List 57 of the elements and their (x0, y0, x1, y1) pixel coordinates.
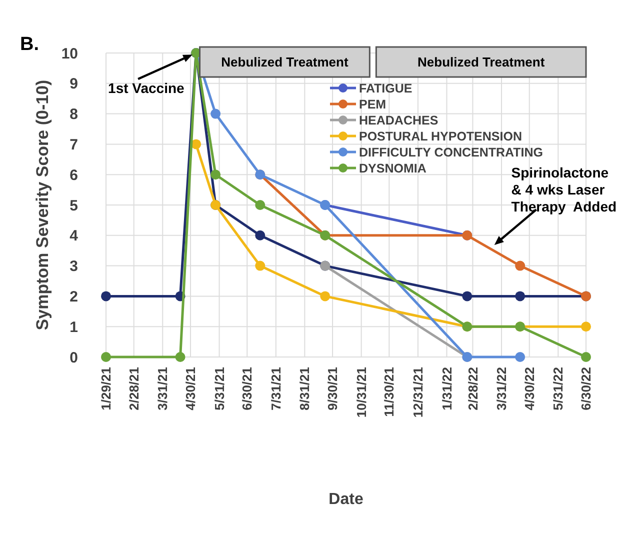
x-tick-label: 2/28/22 (465, 367, 480, 410)
point (255, 230, 266, 240)
y-tick-label: 1 (70, 318, 78, 336)
point (320, 291, 330, 302)
point (101, 291, 111, 302)
y-tick-label: 9 (70, 76, 78, 93)
legend-label: HEADACHES (359, 113, 438, 128)
x-tick-label: 4/30/22 (522, 367, 537, 410)
band-label: Nebulized Treatment (221, 54, 349, 70)
x-axis-title: Date (328, 491, 364, 508)
legend-label: DYSNOMIA (359, 161, 426, 176)
y-tick-label: 3 (70, 258, 78, 276)
text: B. (20, 34, 39, 55)
legend-label: FATIGUE (359, 81, 412, 96)
point (255, 200, 266, 210)
x-tick-label: 5/31/21 (212, 367, 227, 410)
legend-label: DIFFICULTY CONCENTRATING (359, 145, 544, 160)
x-tick-label: 9/30/21 (325, 367, 340, 410)
x-tick-label: 3/31/21 (155, 367, 170, 410)
x-tick-label: 1/31/22 (439, 367, 454, 410)
annotation: 1st Vaccine (108, 80, 185, 96)
point (462, 291, 472, 302)
point (255, 260, 266, 271)
y-tick-label: 6 (70, 166, 78, 184)
x-tick-label: 1/29/21 (98, 367, 114, 410)
point (175, 352, 186, 362)
x-tick-label: 12/31/21 (410, 367, 426, 418)
y-tick-label: 2 (70, 288, 78, 306)
point (581, 352, 591, 362)
y-tick-label: 5 (70, 197, 78, 214)
x-tick-label: 8/31/21 (297, 367, 312, 410)
x-tick-label: 7/31/21 (268, 367, 284, 410)
y-tick-label: 10 (61, 45, 78, 62)
y-tick-label: 0 (70, 349, 78, 366)
point (515, 260, 526, 271)
point (515, 291, 526, 302)
annotation: Spirinolactone & 4 wks Laser Therapy Added (511, 164, 617, 215)
y-tick-label: 7 (70, 136, 78, 154)
x-tick-label: 2/28/21 (126, 367, 142, 410)
legend-label: POSTURAL HYPOTENSION (359, 129, 522, 144)
y-tick-label: 8 (70, 106, 78, 124)
legend-label: PEM (359, 97, 386, 112)
y-axis-title: Symptom Severity Score (0-10) (33, 80, 52, 330)
y-tick-label: 4 (70, 228, 79, 245)
x-tick-label: 5/31/22 (550, 367, 566, 410)
x-tick-label: 3/31/22 (494, 367, 510, 410)
x-tick-label: 4/30/21 (183, 367, 198, 410)
band-label: Nebulized Treatment (418, 54, 546, 70)
point (210, 170, 221, 180)
x-tick-label: 6/30/21 (240, 367, 255, 410)
point (210, 108, 221, 119)
x-tick-label: 6/30/22 (578, 367, 594, 410)
point (515, 352, 526, 362)
x-tick-label: 11/30/21 (382, 367, 397, 417)
x-tick-label: 10/31/21 (354, 367, 369, 418)
point (101, 352, 111, 362)
point (581, 322, 591, 332)
